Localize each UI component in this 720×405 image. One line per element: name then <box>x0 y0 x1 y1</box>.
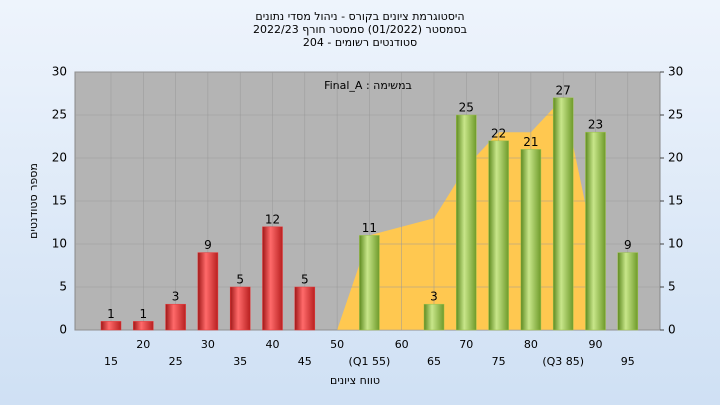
y-tick-label: 20 <box>52 151 67 165</box>
x-tick-label: 15 <box>104 355 118 368</box>
y2-tick-label: 10 <box>668 237 683 251</box>
x-tick-label: 20 <box>136 338 150 351</box>
value-label: 25 <box>459 101 474 115</box>
y-tick-label: 25 <box>52 108 67 122</box>
bar <box>229 286 251 331</box>
bar <box>262 226 283 331</box>
value-label: 1 <box>139 307 147 321</box>
value-label: 9 <box>624 238 632 252</box>
y2-tick-label: 5 <box>668 280 676 294</box>
x-tick-label: (Q3 85) <box>542 355 584 368</box>
value-label: 12 <box>265 212 280 226</box>
y-tick-label: 10 <box>52 237 67 251</box>
y-tick-label: 0 <box>59 323 67 337</box>
y2-tick-label: 15 <box>668 194 683 208</box>
bar <box>100 321 122 331</box>
value-label: 5 <box>236 273 244 287</box>
x-tick-label: 90 <box>589 338 603 351</box>
value-label: 23 <box>588 118 603 132</box>
x-tick-label: 45 <box>298 355 312 368</box>
value-label: 9 <box>204 238 212 252</box>
x-axis-label: טווח ציונים <box>330 374 380 387</box>
chart-title: היסטוגרמת ציונים בקורס - ניהול מסדי נתונ… <box>255 10 464 23</box>
bar <box>488 140 509 331</box>
y-tick-label: 15 <box>52 194 67 208</box>
x-tick-label: 40 <box>266 338 280 351</box>
x-tick-label: 70 <box>459 338 473 351</box>
bar <box>294 286 316 331</box>
x-tick-label: 95 <box>621 355 635 368</box>
x-tick-label: 25 <box>169 355 183 368</box>
y2-tick-label: 0 <box>668 323 676 337</box>
value-label: 5 <box>301 273 309 287</box>
bar <box>585 131 606 331</box>
value-label: 22 <box>491 126 506 140</box>
y2-tick-label: 30 <box>668 65 683 79</box>
bar <box>197 252 219 331</box>
chart-subtitle: בסמסטר (01/2022) סמסטר חורף 2022/23 <box>253 23 467 36</box>
value-label: 21 <box>523 135 538 149</box>
x-tick-label: 80 <box>524 338 538 351</box>
x-tick-label: 65 <box>427 355 441 368</box>
x-tick-label: 60 <box>395 338 409 351</box>
y-tick-label: 30 <box>52 65 67 79</box>
y-tick-label: 5 <box>59 280 67 294</box>
x-tick-label: 30 <box>201 338 215 351</box>
bar <box>359 235 380 331</box>
bar <box>165 303 186 331</box>
x-tick-label: (Q1 55) <box>349 355 391 368</box>
bar <box>456 114 477 331</box>
annotation: Final_A : במשימה <box>324 79 412 92</box>
value-label: 1 <box>107 307 115 321</box>
x-tick-label: 50 <box>330 338 344 351</box>
value-label: 27 <box>556 83 571 97</box>
bar <box>423 303 445 331</box>
y-axis-label: מספר סטודנטים <box>27 163 40 239</box>
bar <box>552 97 574 331</box>
x-tick-label: 35 <box>233 355 247 368</box>
bar <box>617 252 639 331</box>
y2-tick-label: 25 <box>668 108 683 122</box>
x-tick-label: 75 <box>492 355 506 368</box>
bar <box>520 149 542 331</box>
value-label: 3 <box>430 290 438 304</box>
bar <box>133 321 154 331</box>
chart-subtitle: סטודנטים רשומים - 204 <box>303 36 417 49</box>
value-label: 3 <box>172 290 180 304</box>
y2-tick-label: 20 <box>668 151 683 165</box>
value-label: 11 <box>362 221 377 235</box>
